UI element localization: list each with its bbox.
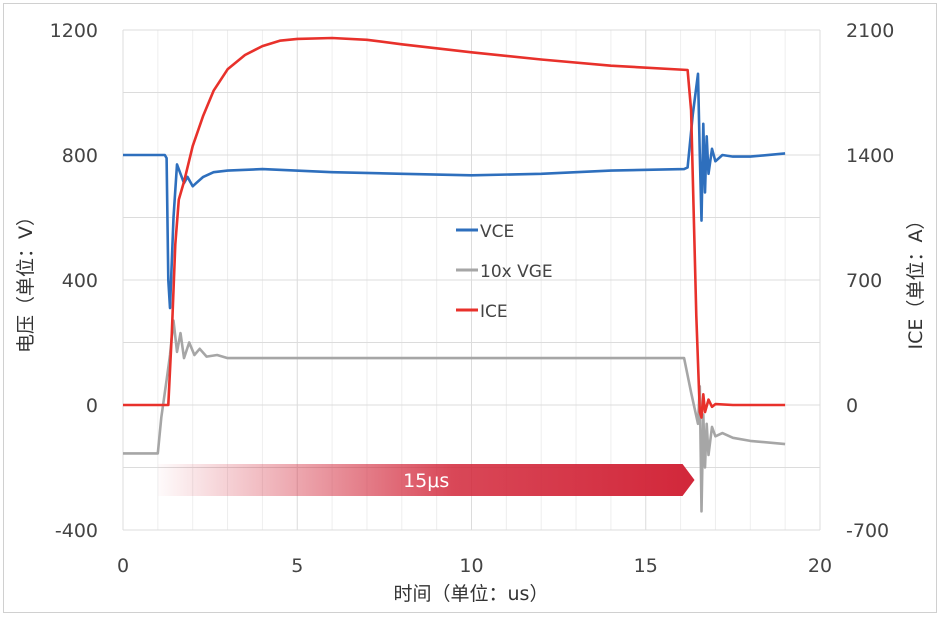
- y2-tick-label: 700: [846, 270, 882, 292]
- y2-tick-label: 1400: [846, 145, 894, 167]
- y-axis-label: 电压（单位：V）: [15, 207, 37, 353]
- y2-tick-label: 0: [846, 395, 858, 417]
- y-tick-label: 400: [62, 270, 98, 292]
- legend: VCE 10x VGE ICE: [456, 222, 553, 322]
- x-tick-label: 5: [291, 555, 303, 577]
- series-layer: [123, 36, 786, 513]
- series-line-10x-vge: [123, 319, 786, 513]
- x-tick-label: 10: [459, 555, 483, 577]
- legend-entry: ICE: [480, 302, 508, 322]
- y-tick-label: 1200: [50, 20, 98, 42]
- y-tick-label: -400: [55, 520, 98, 542]
- annotation-layer: 15μs: [157, 464, 695, 496]
- duration-label: 15μs: [403, 470, 449, 492]
- chart-frame: [3, 3, 937, 613]
- x-tick-label: 0: [117, 555, 129, 577]
- ticks: 0 5 10 15 20 1200 800 400 0 -400 2100 1400 700 0 -700: [50, 20, 895, 577]
- y-tick-label: 0: [86, 395, 98, 417]
- y2-tick-label: 2100: [846, 20, 894, 42]
- y2-tick-label: -700: [846, 520, 889, 542]
- x-tick-label: 15: [634, 555, 658, 577]
- duration-arrow: [157, 464, 695, 496]
- y2-axis-label: ICE（单位：A）: [905, 211, 927, 350]
- x-tick-label: 20: [808, 555, 832, 577]
- legend-entry: VCE: [480, 222, 514, 242]
- series-line-vce: [123, 72, 786, 310]
- legend-entry: 10x VGE: [480, 262, 553, 282]
- y-tick-label: 800: [62, 145, 98, 167]
- series-line-ice: [123, 36, 786, 419]
- x-axis-label: 时间（单位：us）: [394, 583, 549, 605]
- grid: [122, 29, 821, 531]
